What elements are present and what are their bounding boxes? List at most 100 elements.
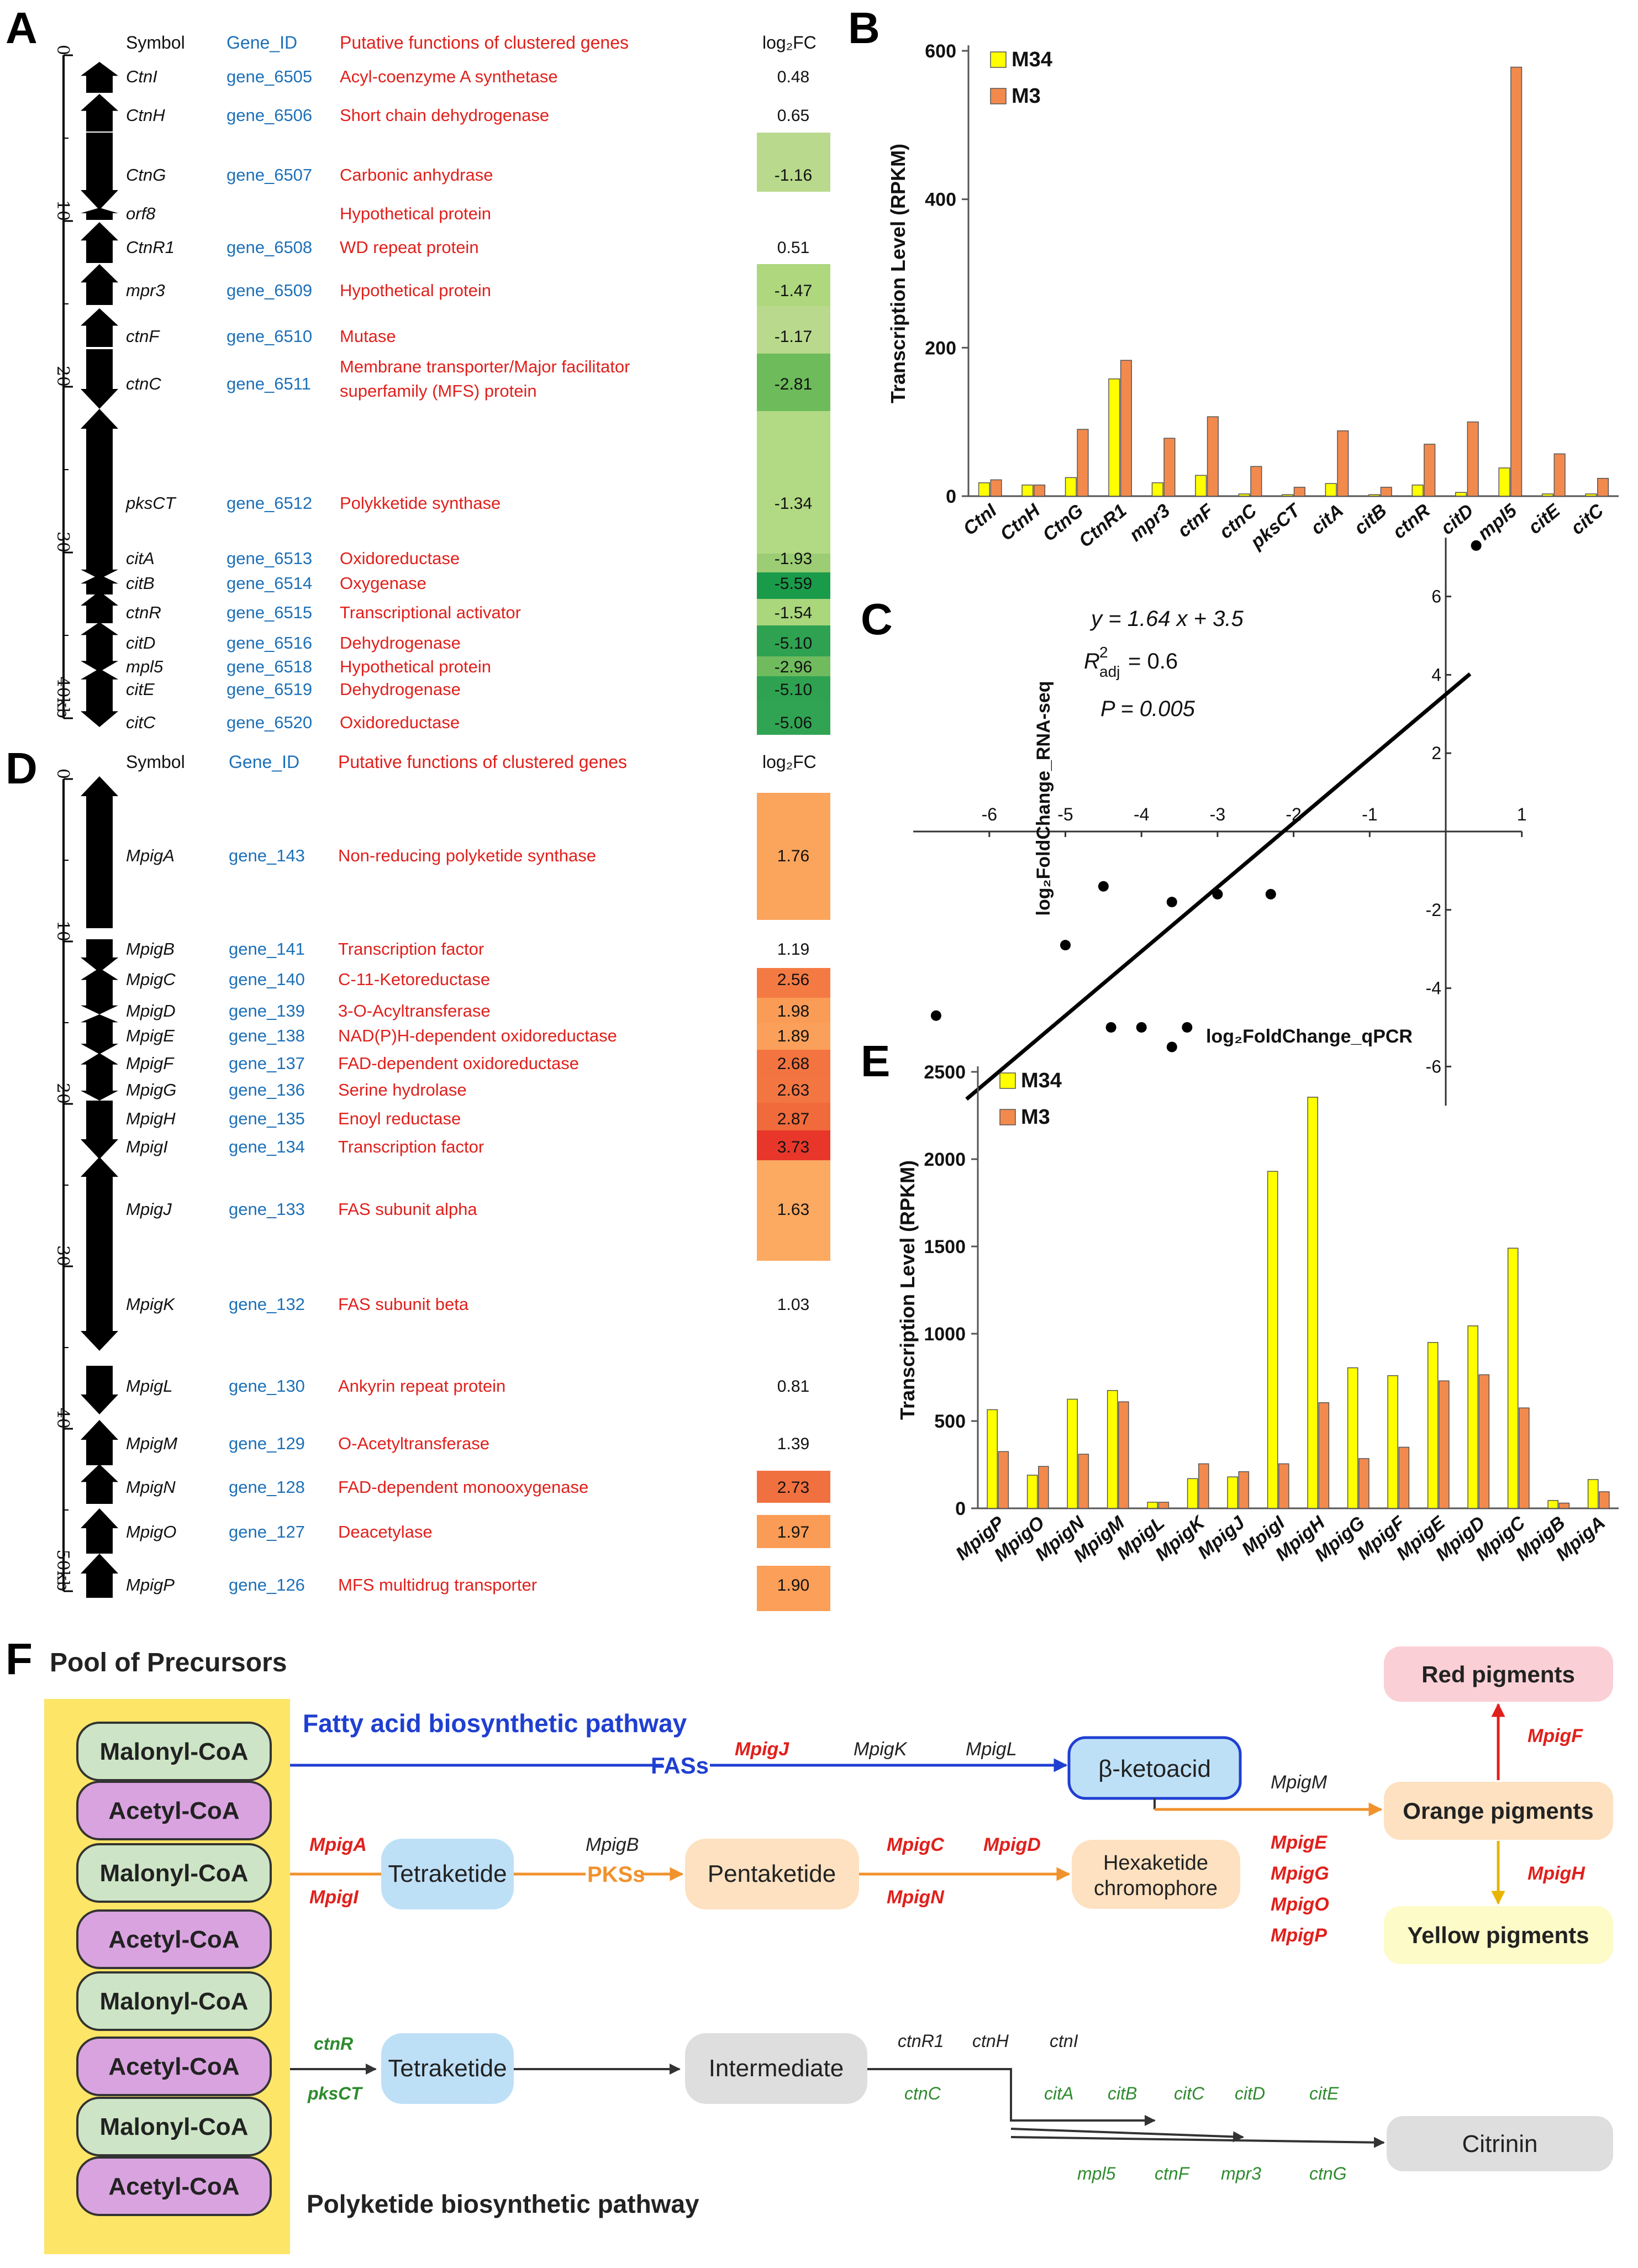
gene-symbol: CtnR1 [126, 238, 175, 257]
pool-item [76, 1722, 272, 1781]
citrinin-node [1387, 2116, 1613, 2171]
r2-superscript: 2 [1099, 644, 1108, 661]
fc-heat-cell [757, 1515, 830, 1548]
fc-heat-cell [757, 1076, 830, 1103]
pool-item-label: Acetyl-CoA [108, 1797, 239, 1824]
gene-function: Hypothetical protein [340, 281, 491, 300]
gene-arrow-citA [81, 558, 118, 579]
bar-M34-MpigC [1507, 1248, 1519, 1509]
fc-value: 0.51 [777, 239, 809, 257]
x-tick-label: CtnI [959, 499, 1001, 540]
x-tick-label: citD [1437, 500, 1478, 539]
gene-function: Oxidoreductase [340, 549, 460, 568]
gene-id: gene_6511 [227, 374, 311, 393]
fc-value: 1.97 [777, 1523, 809, 1541]
gene-id: gene_6510 [227, 327, 312, 346]
bar-M34-MpigG [1347, 1367, 1358, 1509]
gene-arrow-MpigM [81, 1420, 118, 1465]
scatter-point [1265, 888, 1276, 899]
gene-symbol: MpigP [126, 1575, 175, 1595]
bar-M34-ctnC [1238, 493, 1250, 497]
gene-ctnI: ctnI [1050, 2031, 1078, 2051]
gene-arrow-MpigL [81, 1366, 118, 1414]
gene-mpigE: MpigE [1271, 1832, 1328, 1853]
bar-M3-MpigD [1478, 1374, 1490, 1509]
fc-value: 1.39 [777, 1435, 809, 1453]
legend-label-M3: M3 [1012, 85, 1041, 108]
fc-heat-cell [757, 1130, 830, 1160]
bar-M3-ctnF [1207, 416, 1219, 497]
gene-function: Transcription factor [338, 939, 484, 959]
bar-M3-CtnH [1033, 485, 1046, 497]
gene-symbol: ctnR [126, 603, 161, 622]
gene-symbol: MpigI [126, 1137, 168, 1156]
gene-id: gene_132 [229, 1295, 305, 1314]
arrow-intermediate-to-citrinin-2 [1010, 2128, 1244, 2143]
y-tick-label: 1000 [924, 1324, 966, 1345]
fc-value: -1.34 [775, 494, 812, 513]
gene-function: Serine hydrolase [338, 1080, 467, 1099]
gene-id: gene_6515 [227, 603, 312, 622]
tetraketide-node-2 [381, 2033, 514, 2104]
pool-item-label: Malonyl-CoA [100, 2113, 249, 2140]
fc-value: 2.63 [777, 1081, 809, 1099]
fc-heat-cell [757, 1050, 830, 1076]
ruler-tick-label: 0 [53, 45, 72, 55]
gene-mpigO: MpigO [1271, 1894, 1329, 1915]
bar-M34-pksCT [1282, 494, 1294, 497]
x-tick-label: citC [1567, 500, 1608, 539]
bar-M3-mpl5 [1510, 66, 1523, 497]
bar-M34-MpigL [1147, 1502, 1158, 1509]
bar-M34-citB [1368, 494, 1381, 497]
panel-f-pathway: Pool of Precursors Malonyl-CoA Acetyl-CoA… [44, 1646, 1613, 2254]
header-function: Putative functions of clustered genes [338, 752, 627, 772]
fc-value: -2.81 [775, 375, 812, 393]
gene-function: FAD-dependent oxidoreductase [338, 1054, 579, 1073]
chart-c-scatter: -6 -5 -4 -3 -2 -1 1-6-4-2246log₂FoldChange_qPC… [913, 538, 1527, 1106]
header-log2fc: log₂FC [762, 33, 817, 52]
hexaketide-label-2: chromophore [1094, 1877, 1218, 1900]
bar-M3-MpigC [1519, 1407, 1530, 1509]
fc-heat-cell [757, 354, 830, 411]
gene-mpigH: MpigH [1528, 1863, 1586, 1884]
gene-function: Short chain dehydrogenase [340, 106, 549, 125]
fc-heat-cell [757, 656, 830, 676]
fc-value: 0.81 [777, 1377, 809, 1396]
gene-symbol: MpigH [126, 1109, 176, 1128]
pool-item [76, 1781, 272, 1840]
chart-b-transcription: 0 200 400 600 Transcription Level (RPKM) CtnI… [887, 41, 1619, 554]
y-tick-label: 2000 [924, 1149, 966, 1170]
bar-M3-citA [1337, 430, 1349, 497]
ruler-tick-label: 50kb [53, 1549, 72, 1591]
y-tick-label: 0 [946, 486, 956, 507]
ruler-tick-label: 30 [53, 532, 72, 552]
gene-arrow-MpigB [81, 939, 118, 972]
bar-M3-ctnR [1424, 444, 1436, 497]
legend-swatch-M34 [990, 51, 1007, 68]
scatter-point [1182, 1022, 1193, 1033]
gene-arrow-pksCT [81, 409, 118, 558]
gene-id: gene_139 [229, 1001, 305, 1020]
gene-function: FAD-dependent monooxygenase [338, 1477, 588, 1497]
tetraketide-label-2: Tetraketide [388, 2055, 507, 2082]
fc-value: 1.89 [777, 1027, 809, 1045]
gene-citC: citC [1174, 2083, 1205, 2103]
scatter-point [1166, 1041, 1177, 1053]
gene-citA: citA [1044, 2083, 1073, 2103]
gene-symbol: MpigJ [126, 1199, 172, 1219]
pks-label: PKSs [587, 1862, 645, 1887]
bar-M34-MpigN [1067, 1398, 1078, 1509]
pool-item-label: Malonyl-CoA [100, 1860, 249, 1887]
bar-M3-CtnG [1077, 429, 1089, 497]
x-tick-label: -1 [1362, 804, 1377, 824]
gene-symbol: MpigO [126, 1522, 176, 1541]
y-tick-label: 500 [934, 1411, 966, 1432]
bar-M34-citE [1541, 493, 1554, 497]
bar-M3-MpigP [998, 1451, 1009, 1509]
gene-function: Carbonic anhydrase [340, 165, 493, 185]
fc-value: -5.10 [775, 634, 812, 652]
gene-id: gene_6508 [227, 238, 312, 257]
x-tick-label: ctnR [1389, 500, 1435, 543]
header-function: Putative functions of clustered genes [340, 33, 629, 52]
legend-label-M3: M3 [1021, 1106, 1050, 1129]
